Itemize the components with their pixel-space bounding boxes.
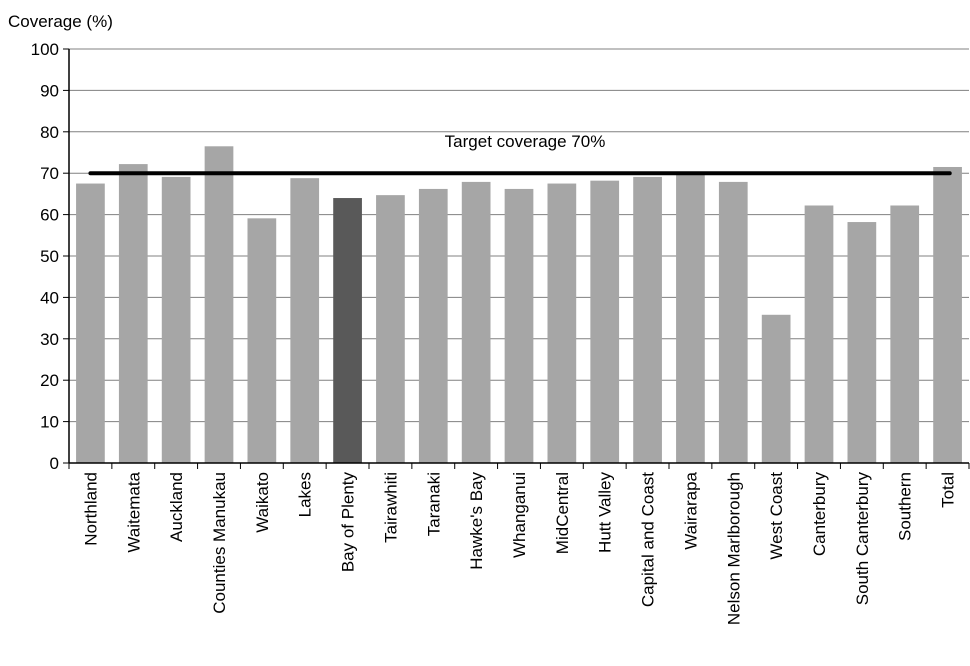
bar: [333, 198, 362, 464]
bar: [290, 178, 320, 463]
bar: [804, 205, 834, 463]
bar: [161, 176, 191, 463]
y-tick-label: 30: [40, 330, 59, 349]
y-tick-label: 80: [40, 123, 59, 142]
bar: [718, 181, 748, 464]
y-tick-label: 60: [40, 206, 59, 225]
bar: [590, 180, 620, 464]
bar: [76, 183, 105, 464]
bar: [890, 205, 920, 463]
y-tick-label: 70: [40, 164, 59, 183]
x-tick-label: Taranaki: [424, 472, 443, 536]
bar: [204, 146, 234, 464]
bar: [761, 314, 791, 463]
x-tick-label: Counties Manukau: [210, 472, 229, 614]
x-tick-label: Canterbury: [810, 472, 829, 557]
y-tick-label: 90: [40, 81, 59, 100]
bar: [418, 188, 448, 463]
y-tick-label: 0: [50, 454, 59, 473]
x-tick-label: Waitemata: [124, 471, 143, 552]
y-tick-label: 50: [40, 247, 59, 266]
target-label: Target coverage 70%: [445, 132, 606, 151]
bar: [504, 188, 534, 463]
bar: [118, 164, 148, 464]
bar: [633, 176, 662, 463]
x-axis-labels: Northland Waitemata Auckland Counties Manuk…: [68, 463, 970, 625]
x-tick-label: Nelson Marlborough: [724, 472, 743, 625]
x-tick-label: Total: [939, 472, 958, 508]
bar: [247, 218, 277, 463]
x-tick-label: MidCentral: [553, 472, 572, 554]
x-tick-label: Whanganui: [510, 472, 529, 558]
x-tick-label: Lakes: [296, 472, 315, 517]
bar: [847, 222, 877, 463]
bars: [76, 146, 962, 464]
y-tick-label: 10: [40, 413, 59, 432]
bar: [933, 166, 962, 464]
x-tick-label: South Canterbury: [853, 472, 872, 606]
bar: [461, 181, 491, 464]
bar: [676, 173, 705, 463]
x-tick-label: Southern: [896, 472, 915, 541]
y-axis-title: Coverage (%): [8, 12, 113, 31]
x-tick-label: Waikato: [253, 472, 272, 533]
y-axis-ticks: 0 10 20 30 40 50 60 70 80 90 100: [31, 40, 69, 473]
bar: [376, 195, 405, 463]
x-tick-label: West Coast: [767, 472, 786, 560]
x-tick-label: Capital and Coast: [639, 472, 658, 607]
x-tick-label: Hawke's Bay: [467, 472, 486, 570]
y-tick-label: 40: [40, 288, 59, 307]
x-tick-label: Bay of Plenty: [339, 472, 358, 573]
y-tick-label: 20: [40, 371, 59, 390]
x-tick-label: Auckland: [167, 472, 186, 542]
x-tick-label: Tairawhiti: [381, 472, 400, 543]
x-tick-label: Wairarapa: [681, 471, 700, 549]
bar: [547, 183, 577, 464]
x-tick-label: Hutt Valley: [596, 472, 615, 553]
y-tick-label: 100: [31, 40, 59, 59]
x-tick-label: Northland: [81, 472, 100, 546]
